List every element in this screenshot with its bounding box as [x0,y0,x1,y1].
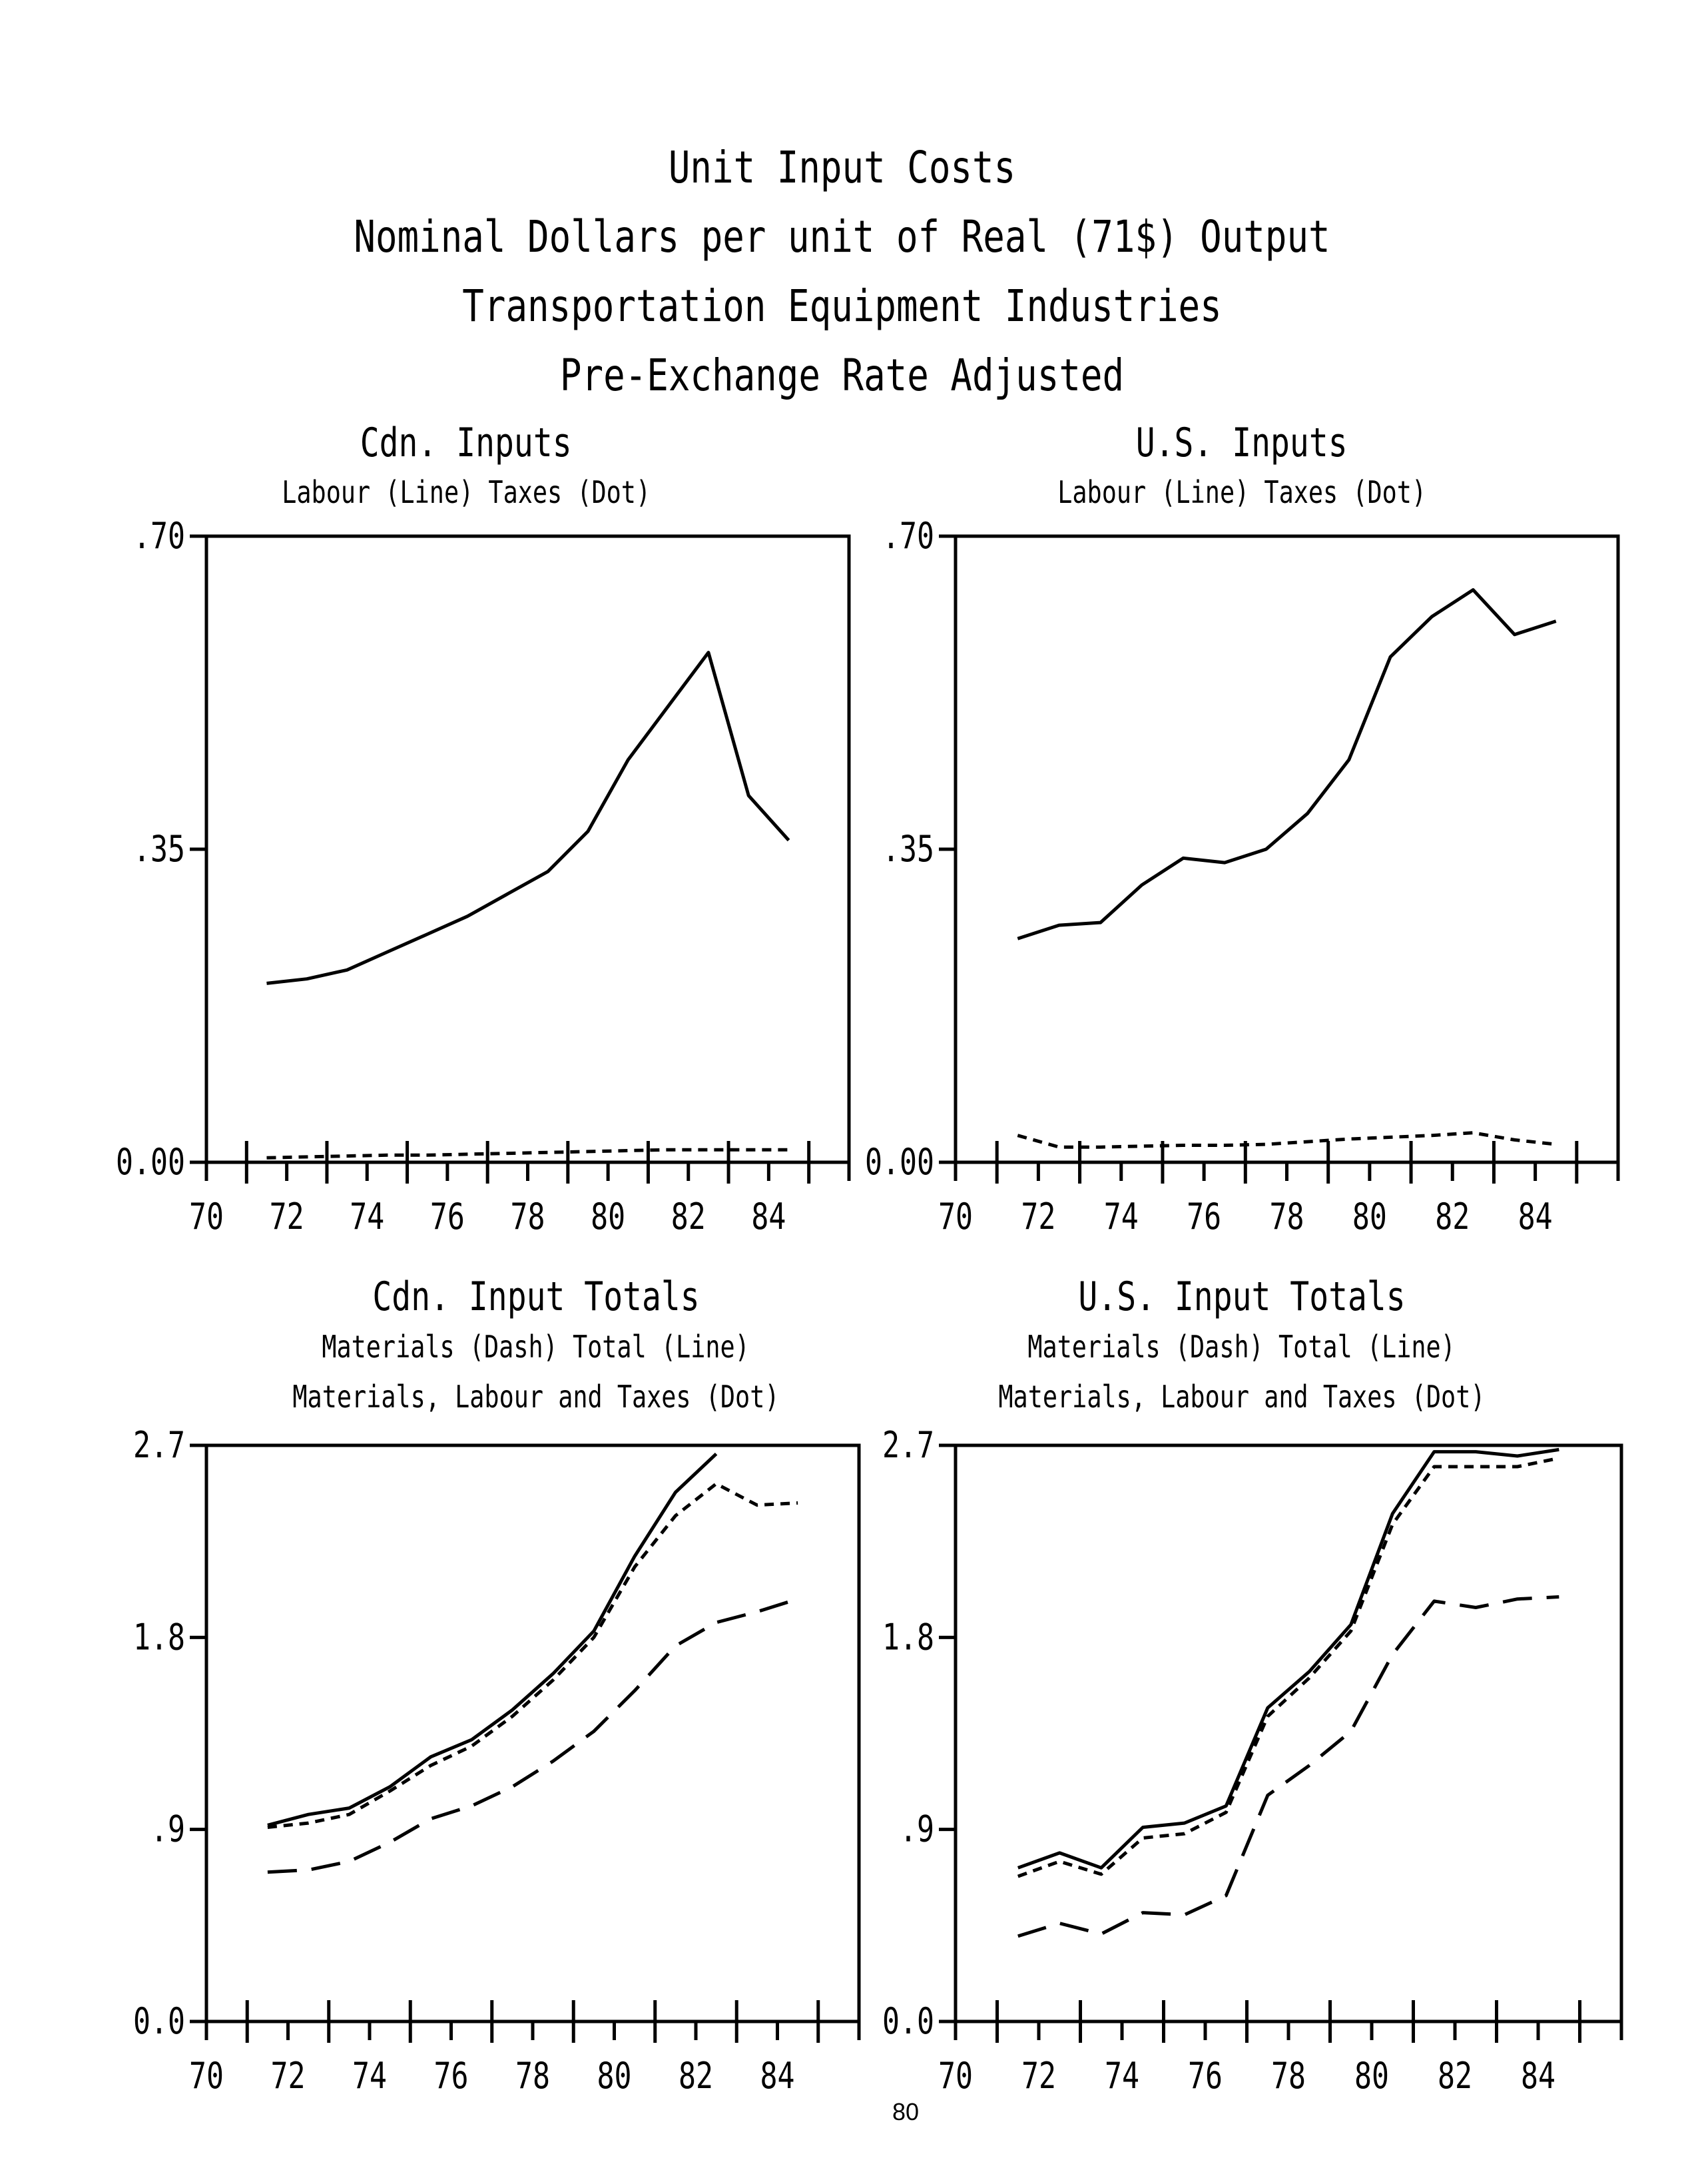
x-tick-label: 82 [1438,2055,1472,2097]
y-tick-label: 2.7 [133,1424,185,1466]
x-tick-label: 78 [515,2055,550,2097]
chart-subtitle-1: Materials (Dash) Total (Line) [1027,1329,1456,1365]
series-line-dashed [267,1597,798,1874]
chart-subtitle-1: Labour (Line) Taxes (Dot) [1057,474,1426,510]
chart-subtitle-2: Materials, Labour and Taxes (Dot) [292,1379,780,1415]
x-tick-label: 70 [938,2055,973,2097]
chart-subtitle-2: Materials, Labour and Taxes (Dot) [998,1379,1486,1415]
x-tick-label: 78 [1270,1196,1304,1238]
series-line-dotted [1017,1456,1559,1878]
x-tick-label: 84 [1518,1196,1553,1238]
y-tick-label: .70 [882,515,934,557]
x-tick-label: 80 [1352,1196,1387,1238]
chart-title: U.S. Input Totals [1078,1274,1406,1320]
page-number: 80 [892,2098,920,2125]
x-tick-label: 84 [1521,2055,1555,2097]
plot-frame [954,1443,1623,2021]
x-tick-label: 80 [591,1196,625,1238]
y-tick-label: 1.8 [133,1617,185,1658]
x-tick-label: 72 [271,2055,306,2097]
y-tick-label: 0.0 [133,2000,185,2042]
chart-plot: 0.00 .35 .70 70 72 74 76 78 80 82 84 [865,515,1620,1238]
x-tick-label: 76 [1188,2055,1223,2097]
y-tick-label: 0.00 [116,1141,185,1183]
main-title-line-4: Pre-Exchange Rate Adjusted [559,350,1125,401]
y-tick-label: 1.8 [882,1617,934,1658]
main-title-line-1: Unit Input Costs [668,142,1016,193]
y-tick-label: .35 [882,828,934,870]
y-tick-label: 0.0 [882,2000,934,2042]
series-line-solid [267,1452,718,1827]
x-tick-label: 82 [671,1196,706,1238]
chart-us-inputs: U.S. Inputs Labour (Line) Taxes (Dot) 0.… [842,0,1684,1266]
chart-plot: 0.0 .9 1.8 2.7 70 72 74 76 78 80 82 84 [133,1424,861,2097]
series-line-dashed [1017,1595,1559,1938]
main-title-line-2: Nominal Dollars per unit of Real (71$) O… [354,211,1330,262]
x-tick-label: 74 [1104,1196,1139,1238]
plot-frame [204,1443,861,2021]
y-tick-label: 2.7 [882,1424,934,1466]
x-tick-label: 80 [597,2055,632,2097]
main-title-line-3: Transportation Equipment Industries [462,280,1222,332]
x-tick-label: 70 [189,1196,224,1238]
x-tick-label: 84 [760,2055,795,2097]
x-tick-label: 74 [350,1196,384,1238]
series-line-solid [266,651,790,985]
x-tick-label: 84 [751,1196,786,1238]
y-tick-label: .35 [133,828,185,870]
x-tick-label: 78 [1271,2055,1306,2097]
x-tick-label: 76 [434,2055,469,2097]
chart-plot: 0.0 .9 1.8 2.7 70 72 74 76 78 80 82 84 [882,1424,1623,2097]
chart-title: U.S. Inputs [1136,420,1348,466]
x-tick-label: 82 [1435,1196,1470,1238]
chart-us-input-totals: U.S. Input Totals Materials (Dash) Total… [842,0,1684,2184]
x-tick-label: 78 [511,1196,545,1238]
x-tick-label: 72 [270,1196,304,1238]
main-title: Unit Input Costs Nominal Dollars per uni… [0,133,1684,410]
x-tick-label: 74 [352,2055,387,2097]
x-tick-label: 76 [1187,1196,1221,1238]
series-line-solid [1017,1447,1559,1870]
y-tick-label: .9 [900,1808,934,1850]
chart-cdn-input-totals: Cdn. Input Totals Materials (Dash) Total… [133,1274,861,2097]
x-tick-label: 76 [430,1196,465,1238]
chart-cdn-inputs: Cdn. Inputs Labour (Line) Taxes (Dot) 0.… [0,0,851,1266]
chart-subtitle-1: Materials (Dash) Total (Line) [322,1329,750,1365]
series-line-dotted [266,1148,789,1160]
x-tick-label: 72 [1021,1196,1055,1238]
x-tick-label: 70 [938,1196,973,1238]
series-line-dotted [1017,1131,1556,1149]
chart-title: Cdn. Inputs [360,420,572,466]
chart-subtitle-1: Labour (Line) Taxes (Dot) [282,474,651,510]
series-line-dotted [267,1482,798,1829]
x-tick-label: 74 [1105,2055,1139,2097]
x-tick-label: 70 [189,2055,224,2097]
y-tick-label: .70 [133,515,185,557]
x-tick-label: 80 [1354,2055,1389,2097]
x-tick-label: 82 [679,2055,713,2097]
y-tick-label: .9 [150,1808,185,1850]
chart-plot: 0.00 .35 .70 70 72 74 76 78 80 82 84 [116,515,851,1238]
y-tick-label: 0.00 [865,1141,934,1183]
series-line-solid [1017,588,1557,940]
x-tick-label: 72 [1021,2055,1056,2097]
chart-title: Cdn. Input Totals [372,1274,700,1320]
